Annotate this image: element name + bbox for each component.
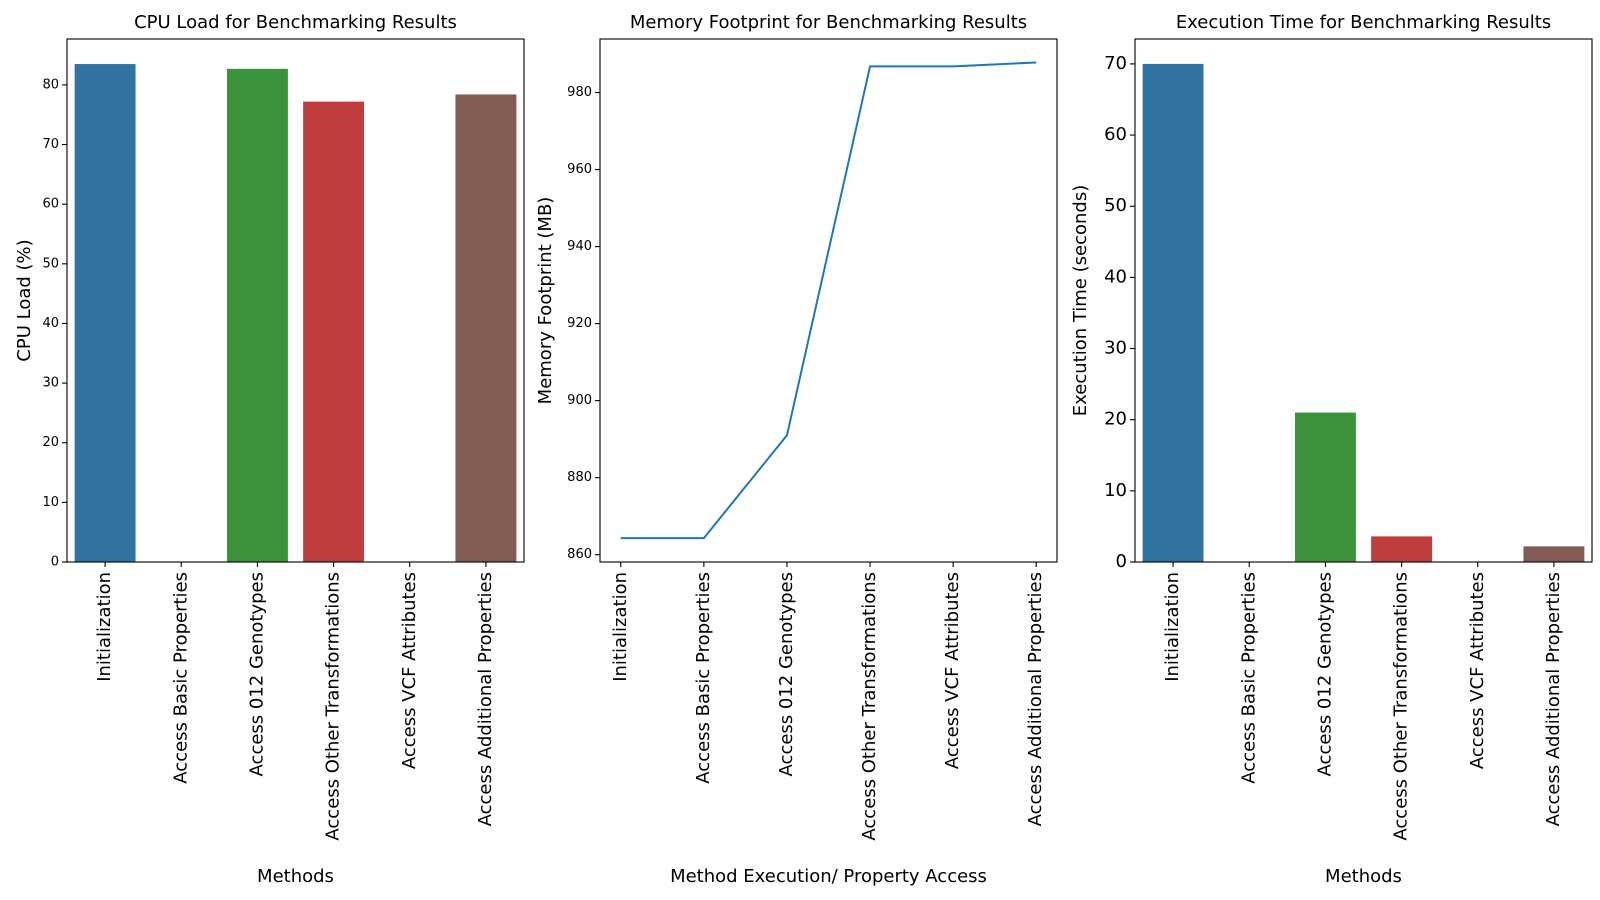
x-tick-label: Initialization <box>1162 572 1183 682</box>
x-tick-label: Access 012 Genotypes <box>246 572 267 776</box>
x-tick-label: Access VCF Attributes <box>1467 572 1488 769</box>
chart-title: CPU Load for Benchmarking Results <box>134 12 457 33</box>
bar-1-4 <box>303 101 365 563</box>
chart-panel-1: 0 10 20 30 40 50 60 70 80 Initialization Access Ba… <box>14 12 525 887</box>
bar-3-4 <box>1371 536 1433 562</box>
x-tick-label: Access Additional Properties <box>1025 572 1046 826</box>
x-tick-label: Access 012 Genotypes <box>1314 572 1335 776</box>
plot-frame-1 <box>66 38 525 563</box>
x-axis-label: Methods <box>257 866 334 887</box>
x-tick-label: Access VCF Attributes <box>399 572 420 769</box>
y-tick-label: 50 <box>1104 195 1127 216</box>
plot-frame-2 <box>599 38 1058 563</box>
y-tick-label: 940 <box>567 239 592 254</box>
bar-1-3 <box>226 68 288 562</box>
y-tick-label: 880 <box>567 470 592 485</box>
x-tick-label: Access Other Transformations <box>323 572 344 841</box>
y-tick-label: 20 <box>42 435 59 450</box>
y-axis-label: Memory Footprint (MB) <box>535 197 556 405</box>
bar-3-6 <box>1523 546 1585 562</box>
y-tick-label: 70 <box>1104 53 1127 74</box>
y-tick-label: 10 <box>42 495 59 510</box>
y-tick-label: 920 <box>567 316 592 331</box>
y-tick-label: 10 <box>1104 480 1127 501</box>
y-tick-label: 0 <box>51 555 59 570</box>
y-tick-label: 30 <box>42 376 59 391</box>
x-tick-label: Access Additional Properties <box>475 572 496 826</box>
y-axis-label: Execution Time (seconds) <box>1070 185 1091 416</box>
bar-1-6 <box>455 94 517 563</box>
x-tick-label: Initialization <box>94 572 115 682</box>
y-tick-label: 40 <box>1104 266 1127 287</box>
memory-series-line <box>620 61 1037 540</box>
y-tick-label: 80 <box>42 77 59 92</box>
y-tick-label: 960 <box>567 162 592 177</box>
x-tick-label: Access Basic Properties <box>1238 572 1259 784</box>
chart-panel-2: 860 880 900 920 940 960 980 Initialization Acces… <box>535 12 1058 887</box>
x-tick-label: Access Basic Properties <box>693 572 714 784</box>
y-tick-label: 980 <box>567 85 592 100</box>
plot-frame-3 <box>1134 38 1593 563</box>
chart-title: Execution Time for Benchmarking Results <box>1176 12 1551 33</box>
x-axis-label: Method Execution/ Property Access <box>670 866 987 887</box>
y-tick-label: 70 <box>42 137 59 152</box>
y-tick-label: 900 <box>567 393 592 408</box>
y-tick-label: 20 <box>1104 409 1127 430</box>
y-tick-label: 50 <box>42 256 59 271</box>
y-tick-label: 40 <box>42 316 59 331</box>
x-tick-label: Access Basic Properties <box>170 572 191 784</box>
bar-1-1 <box>74 64 136 563</box>
bar-3-3 <box>1294 412 1356 562</box>
y-tick-label: 860 <box>567 547 592 562</box>
y-tick-label: 60 <box>1104 124 1127 145</box>
chart-title: Memory Footprint for Benchmarking Result… <box>630 12 1027 33</box>
x-tick-label: Initialization <box>610 572 631 682</box>
y-tick-label: 60 <box>42 197 59 212</box>
y-tick-label: 0 <box>1116 551 1127 572</box>
y-tick-label: 30 <box>1104 338 1127 359</box>
x-tick-label: Access Other Transformations <box>1391 572 1412 841</box>
x-tick-label: Access Other Transformations <box>859 572 880 841</box>
x-tick-label: Access VCF Attributes <box>942 572 963 769</box>
chart-panel-3: 0 10 20 30 40 50 60 70 Initialization Access Basi… <box>1070 12 1593 887</box>
x-tick-label: Access 012 Genotypes <box>776 572 797 776</box>
x-tick-label: Access Additional Properties <box>1543 572 1564 826</box>
y-axis-label: CPU Load (%) <box>14 239 35 361</box>
bar-3-1 <box>1142 63 1204 563</box>
x-axis-label: Methods <box>1325 866 1402 887</box>
